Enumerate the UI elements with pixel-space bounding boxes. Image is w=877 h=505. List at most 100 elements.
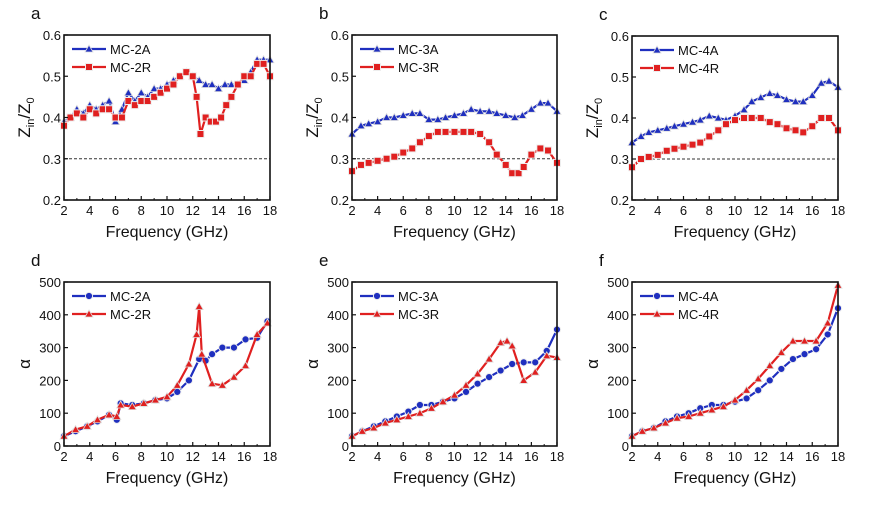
x-tick-label: 6: [400, 449, 407, 464]
data-point: [449, 110, 460, 119]
data-point: [172, 380, 182, 389]
x-tick-label: 12: [186, 449, 200, 464]
data-point: [687, 117, 698, 126]
panel-label: e: [319, 251, 328, 270]
y-tick-label: 500: [327, 275, 349, 290]
x-tick-label: 12: [754, 449, 768, 464]
data-point: [518, 375, 529, 384]
data-point: [124, 97, 133, 105]
legend-label: MC-3A: [398, 42, 439, 57]
data-point: [653, 125, 663, 134]
x-tick-label: 8: [706, 449, 713, 464]
data-point: [123, 87, 134, 97]
panel-label: b: [319, 4, 328, 23]
data-point: [373, 156, 382, 165]
data-point: [207, 378, 217, 388]
data-point: [82, 421, 92, 430]
x-tick-label: 10: [160, 203, 174, 218]
data-point: [824, 76, 834, 85]
plot-frame: [63, 34, 271, 201]
data-point: [127, 401, 137, 411]
y-tick-label: 0: [622, 439, 629, 454]
y-tick-label: 100: [39, 406, 61, 421]
data-point: [92, 109, 101, 118]
data-point: [510, 112, 520, 121]
data-point: [197, 349, 207, 358]
data-point: [799, 336, 810, 345]
x-tick-label: 14: [211, 203, 225, 218]
data-point: [501, 110, 511, 119]
y-tick-label: 200: [39, 373, 61, 388]
data-point: [696, 138, 705, 147]
legend-entry: MC-3R: [360, 60, 439, 75]
y-tick-label: 100: [327, 406, 349, 421]
data-point: [184, 359, 194, 368]
data-point: [714, 126, 723, 135]
data-point: [472, 369, 483, 378]
x-tick-label: 4: [86, 449, 93, 464]
x-tick-label: 16: [805, 203, 819, 218]
data-point: [241, 335, 250, 344]
data-point: [213, 83, 224, 93]
x-tick-label: 6: [112, 449, 119, 464]
x-tick-label: 14: [499, 449, 513, 464]
data-point: [150, 92, 159, 101]
x-axis-label: Frequency (GHz): [393, 470, 516, 487]
x-tick-label: 16: [524, 449, 538, 464]
x-tick-label: 14: [779, 203, 793, 218]
series-MC-4A: [627, 76, 843, 146]
data-point: [747, 96, 757, 105]
y-tick-label: 200: [607, 373, 629, 388]
data-point: [227, 92, 236, 101]
x-tick-label: 2: [348, 449, 355, 464]
x-axis-label: Frequency (GHz): [106, 470, 229, 487]
legend-marker: [372, 309, 382, 318]
data-point: [644, 127, 654, 136]
y-tick-label: 0.3: [43, 152, 61, 167]
data-point: [799, 128, 808, 137]
legend-entry: MC-4A: [640, 289, 719, 304]
legend-label: MC-2A: [110, 42, 151, 57]
x-tick-label: 6: [680, 449, 687, 464]
y-tick-label: 300: [39, 341, 61, 356]
data-point: [670, 144, 679, 153]
legend-entry: MC-3A: [360, 42, 439, 57]
x-tick-label: 10: [160, 449, 174, 464]
data-point: [415, 108, 425, 117]
legend-label: MC-4A: [678, 43, 719, 58]
data-point: [788, 354, 798, 364]
x-tick-label: 18: [550, 203, 564, 218]
data-point: [449, 390, 460, 399]
data-point: [679, 142, 688, 151]
legend-label: MC-2R: [110, 307, 151, 322]
data-point: [364, 158, 373, 167]
data-point: [773, 120, 782, 129]
data-point: [194, 75, 204, 84]
data-point: [389, 112, 399, 121]
data-point: [392, 414, 402, 424]
data-point: [207, 350, 217, 359]
y-tick-label: 0.2: [43, 193, 61, 208]
legend-label: MC-4A: [678, 289, 719, 304]
x-tick-label: 2: [60, 449, 67, 464]
data-point: [772, 90, 783, 99]
data-point: [662, 123, 672, 132]
x-tick-label: 4: [374, 203, 381, 218]
panel-a: a 2 4 6 8 10 12 14 16 18 0.2 0.3 0.4 0.5 0.6 Frequency …: [15, 4, 277, 241]
x-tick-label: 12: [473, 203, 487, 218]
data-point: [662, 146, 671, 155]
data-point: [356, 160, 365, 169]
data-point: [70, 424, 81, 433]
y-tick-label: 0.2: [331, 193, 349, 208]
data-point: [217, 380, 228, 389]
y-tick-label: 0: [54, 439, 61, 454]
data-point: [753, 373, 763, 383]
legend-entry: MC-4R: [640, 307, 719, 322]
data-point: [527, 150, 536, 159]
x-tick-label: 8: [138, 203, 145, 218]
legend-label: MC-3R: [398, 60, 439, 75]
data-point: [246, 72, 255, 81]
legend-entry: MC-2A: [72, 289, 151, 304]
data-point: [356, 120, 366, 130]
series-line: [63, 305, 269, 438]
